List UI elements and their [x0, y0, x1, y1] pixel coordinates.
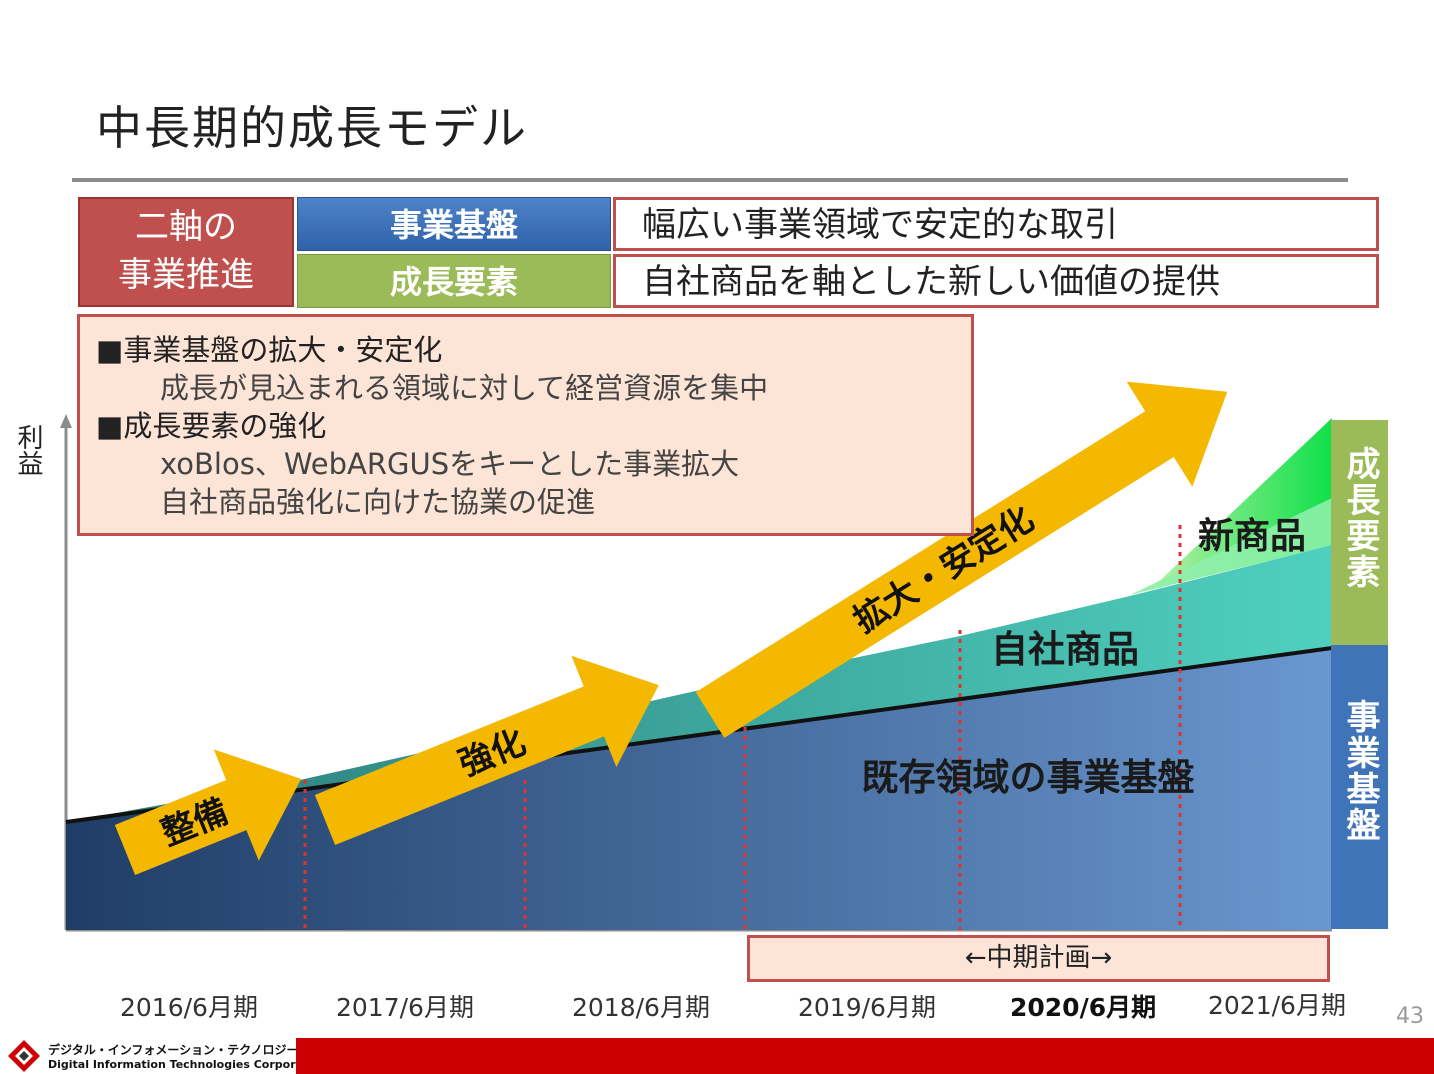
year-label-2017: 2017/6月期 — [336, 993, 474, 1022]
new-products-label: 新商品 — [1198, 516, 1306, 557]
two-axis-label-line1: 二軸の — [135, 207, 237, 247]
business-base-description: 幅広い事業領域で安定的な取引 — [613, 197, 1379, 251]
growth-element-description: 自社商品を軸とした新しい価値の提供 — [613, 254, 1379, 308]
year-label-2018: 2018/6月期 — [572, 993, 710, 1022]
two-axis-label-line2: 事業推進 — [118, 255, 254, 295]
footer-bar — [296, 1038, 1434, 1074]
business-base-pill: 事業基盤 — [297, 197, 611, 251]
side-label-base-text: 事業基盤 — [1340, 699, 1380, 843]
existing-business-area — [66, 648, 1332, 930]
own-products-label: 自社商品 — [991, 628, 1139, 671]
y-axis-arrowhead — [60, 414, 72, 428]
mid-term-plan-box: ←中期計画→ — [747, 935, 1330, 982]
note-item-base: 成長が見込まれる領域に対して経営資源を集中 — [160, 371, 769, 405]
company-name-ja: デジタル・インフォメーション・テクノロジー株式会社 — [48, 1043, 347, 1057]
note-item-growth-1: xoBlos、WebARGUSをキーとした事業拡大 — [160, 447, 740, 481]
note-item-growth-2: 自社商品強化に向けた協業の促進 — [160, 485, 596, 519]
note-heading-growth: ■成長要素の強化 — [96, 409, 327, 443]
note-heading-base: ■事業基盤の拡大・安定化 — [96, 333, 443, 367]
title-divider — [72, 178, 1348, 182]
y-axis-label-text: 利益 — [13, 424, 43, 476]
two-axis-label: 二軸の 事業推進 — [78, 197, 294, 307]
y-axis-label: 利益 — [12, 424, 43, 484]
side-label-base: 事業基盤 — [1331, 645, 1388, 929]
notes-box: ■事業基盤の拡大・安定化 成長が見込まれる領域に対して経営資源を集中 ■成長要素… — [77, 314, 974, 536]
company-logo-icon — [8, 1040, 40, 1072]
page-title: 中長期的成長モデル — [96, 101, 528, 155]
year-label-2016: 2016/6月期 — [120, 993, 258, 1022]
existing-business-label: 既存領域の事業基盤 — [862, 756, 1195, 799]
arrow-seibi: 整備 — [114, 749, 302, 876]
year-label-2019: 2019/6月期 — [798, 993, 936, 1022]
growth-element-pill: 成長要素 — [297, 254, 611, 308]
year-label-2020: 2020/6月期 — [1010, 993, 1157, 1022]
company-name-en: Digital Information Technologies Corpora… — [48, 1058, 328, 1071]
page-number: 43 — [1396, 1004, 1424, 1029]
side-label-growth: 成長要素 — [1331, 420, 1388, 645]
side-label-growth-text: 成長要素 — [1340, 446, 1380, 590]
year-label-2021: 2021/6月期 — [1208, 991, 1346, 1020]
